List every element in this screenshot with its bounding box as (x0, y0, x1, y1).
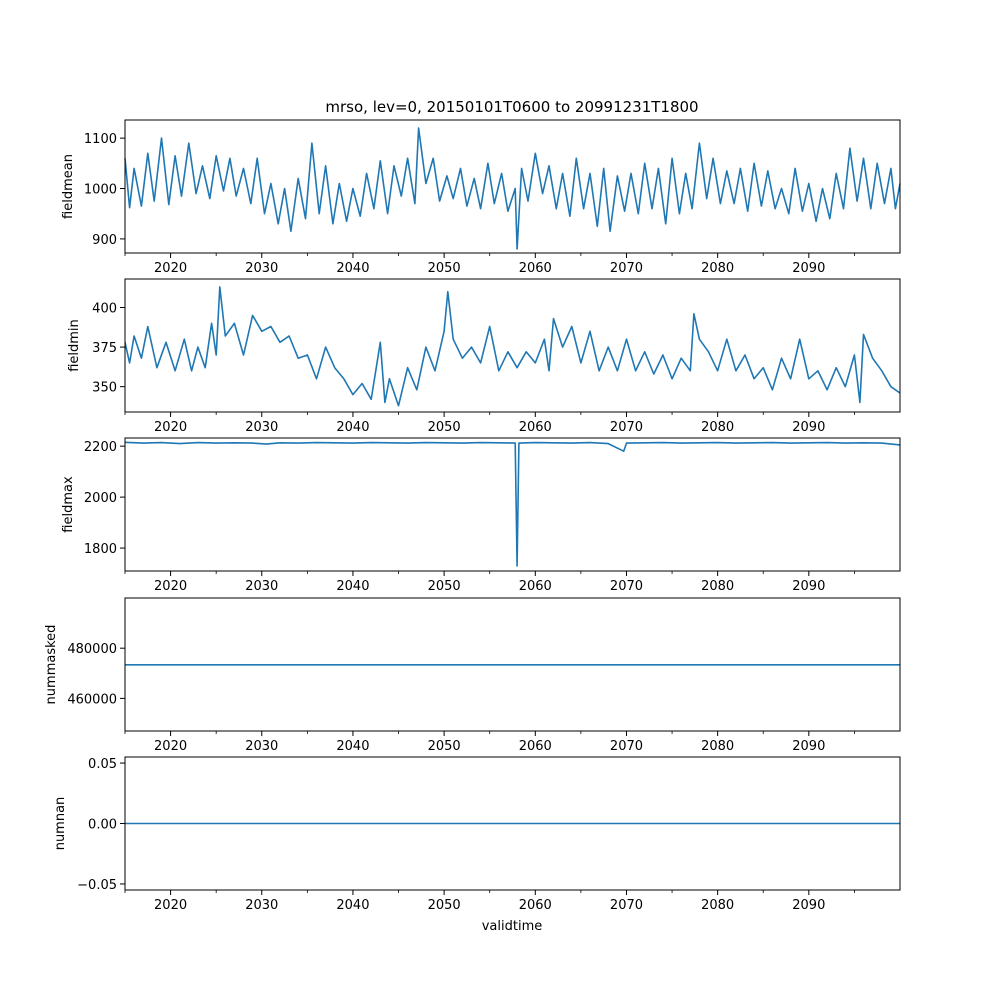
fieldmean-series-line (124, 127, 901, 250)
x-tick-label: 2050 (428, 261, 461, 276)
x-tick-label: 2090 (792, 579, 825, 594)
x-tick-label: 2090 (792, 898, 825, 913)
fieldmin-y-axis-label: fieldmin (67, 319, 82, 372)
y-tick-label: 480000 (67, 642, 117, 657)
x-tick-label: 2070 (610, 579, 643, 594)
y-tick-label: 2000 (84, 491, 117, 506)
x-tick-label: 2040 (336, 261, 369, 276)
panel-fieldmax: 2020 2030 2040 2050 2060 2070 2080 2090 1800 2000… (61, 437, 901, 594)
y-tick-label: 350 (92, 381, 117, 396)
y-tick-label: −0.05 (77, 878, 117, 893)
panel-fieldmin: 2020 2030 2040 2050 2060 2070 2080 2090 350 375 40… (67, 278, 901, 435)
x-tick-label: 2050 (428, 898, 461, 913)
x-tick-label: 2070 (610, 261, 643, 276)
x-tick-label: 2080 (701, 261, 734, 276)
fieldmin-series-line (124, 286, 901, 407)
x-tick-label: 2050 (428, 739, 461, 754)
fieldmax-y-axis-label: fieldmax (61, 476, 76, 533)
panel-nummasked: 2020 2030 2040 2050 2060 2070 2080 2090 460000 48… (44, 597, 901, 754)
nummasked-y-axis-label: nummasked (44, 625, 59, 705)
chart-title: mrso, lev=0, 20150101T0600 to 20991231T1… (325, 98, 698, 116)
x-tick-label: 2070 (610, 739, 643, 754)
y-tick-label: 900 (92, 233, 117, 248)
y-tick-label: 0.00 (88, 818, 117, 833)
x-tick-label: 2060 (519, 898, 552, 913)
fieldmax-axes-frame (124, 437, 901, 572)
x-tick-label: 2080 (701, 420, 734, 435)
x-tick-label: 2040 (336, 579, 369, 594)
x-tick-label: 2050 (428, 579, 461, 594)
x-tick-label: 2040 (336, 898, 369, 913)
x-tick-label: 2090 (792, 739, 825, 754)
x-tick-label: 2080 (701, 579, 734, 594)
x-axis-label: validtime (482, 919, 543, 934)
fieldmin-axes-frame (124, 278, 901, 413)
y-tick-label: 1000 (84, 183, 117, 198)
x-tick-label: 2070 (610, 898, 643, 913)
panel-fieldmean: 2020 2030 2040 2050 2060 2070 2080 2090 900 1000 1… (61, 119, 901, 276)
numnan-y-axis-label: numnan (53, 797, 68, 851)
x-tick-label: 2070 (610, 420, 643, 435)
y-tick-label: 0.05 (88, 757, 117, 772)
y-tick-label: 400 (92, 302, 117, 317)
x-tick-label: 2080 (701, 739, 734, 754)
y-tick-label: 1800 (84, 542, 117, 557)
x-tick-label: 2020 (154, 898, 187, 913)
x-tick-label: 2060 (519, 261, 552, 276)
x-tick-label: 2040 (336, 420, 369, 435)
y-tick-label: 1100 (84, 132, 117, 147)
x-tick-label: 2040 (336, 739, 369, 754)
x-tick-label: 2020 (154, 261, 187, 276)
fieldmean-y-axis-label: fieldmean (61, 154, 76, 219)
x-tick-label: 2060 (519, 579, 552, 594)
x-tick-label: 2050 (428, 420, 461, 435)
x-tick-label: 2030 (245, 261, 278, 276)
fieldmax-series-line (124, 441, 901, 567)
panel-numnan: 2020 2030 2040 2050 2060 2070 2080 2090 −0.05 0.0… (53, 756, 901, 913)
y-tick-label: 2200 (84, 440, 117, 455)
x-tick-label: 2030 (245, 420, 278, 435)
x-tick-label: 2030 (245, 579, 278, 594)
x-tick-label: 2030 (245, 898, 278, 913)
nummasked-axes-frame (124, 597, 901, 732)
y-tick-label: 460000 (67, 692, 117, 707)
x-tick-label: 2080 (701, 898, 734, 913)
x-tick-label: 2020 (154, 739, 187, 754)
x-tick-label: 2020 (154, 420, 187, 435)
x-tick-label: 2020 (154, 579, 187, 594)
x-tick-label: 2030 (245, 739, 278, 754)
x-tick-label: 2060 (519, 739, 552, 754)
x-tick-label: 2090 (792, 420, 825, 435)
fieldmean-axes-frame (124, 119, 901, 254)
x-tick-label: 2060 (519, 420, 552, 435)
x-tick-label: 2090 (792, 261, 825, 276)
y-tick-label: 375 (92, 341, 117, 356)
